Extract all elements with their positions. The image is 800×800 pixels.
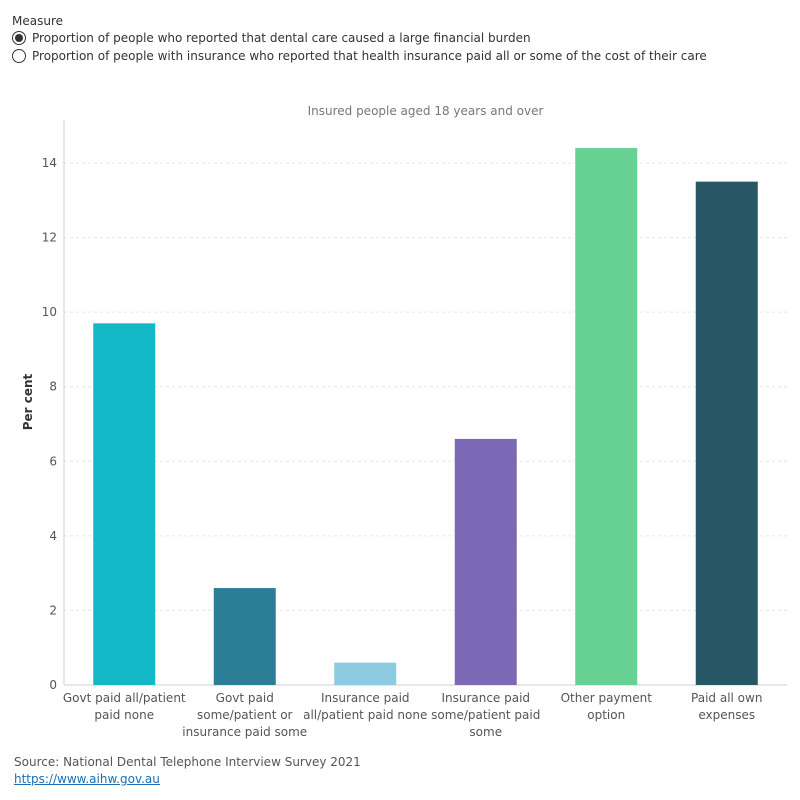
radio-unselected-icon[interactable] bbox=[12, 49, 26, 63]
x-tick-label: Govt paid bbox=[216, 691, 274, 705]
source-link[interactable]: https://www.aihw.gov.au bbox=[14, 772, 160, 786]
bar bbox=[695, 181, 758, 685]
x-tick-label: option bbox=[587, 708, 625, 722]
bar bbox=[454, 438, 517, 685]
x-tick-label: Insurance paid bbox=[321, 691, 410, 705]
measure-option-insurance-paid[interactable]: Proportion of people with insurance who … bbox=[12, 49, 707, 63]
measure-title: Measure bbox=[12, 14, 63, 28]
y-tick-label: 4 bbox=[49, 529, 57, 543]
bar bbox=[575, 148, 638, 686]
y-tick-label: 8 bbox=[49, 380, 57, 394]
bar bbox=[93, 323, 156, 685]
measure-option-financial-burden[interactable]: Proportion of people who reported that d… bbox=[12, 31, 531, 45]
measure-option-label: Proportion of people with insurance who … bbox=[32, 49, 707, 63]
x-tick-label: some bbox=[469, 725, 502, 739]
y-axis-label: Per cent bbox=[21, 373, 35, 430]
source-note: Source: National Dental Telephone Interv… bbox=[14, 755, 361, 769]
x-tick-label: insurance paid some bbox=[182, 725, 307, 739]
x-tick-label: Paid all own bbox=[691, 691, 762, 705]
x-tick-label: Insurance paid bbox=[441, 691, 530, 705]
y-tick-label: 6 bbox=[49, 454, 57, 468]
measure-option-label: Proportion of people who reported that d… bbox=[32, 31, 531, 45]
x-tick-label: all/patient paid none bbox=[303, 708, 427, 722]
y-tick-label: 14 bbox=[42, 156, 57, 170]
bar bbox=[334, 662, 397, 685]
y-tick-label: 12 bbox=[42, 231, 57, 245]
x-tick-label: Other payment bbox=[561, 691, 653, 705]
radio-selected-icon[interactable] bbox=[12, 31, 26, 45]
x-tick-label: expenses bbox=[698, 708, 755, 722]
x-tick-label: some/patient or bbox=[197, 708, 293, 722]
y-tick-label: 10 bbox=[42, 305, 57, 319]
y-tick-label: 0 bbox=[49, 678, 57, 692]
x-tick-label: some/patient paid bbox=[431, 708, 540, 722]
bar bbox=[213, 588, 276, 685]
y-tick-label: 2 bbox=[49, 603, 57, 617]
x-tick-label: Govt paid all/patient bbox=[63, 691, 186, 705]
x-tick-label: paid none bbox=[94, 708, 154, 722]
bar-chart: Insured people aged 18 years and over 0 2 4… bbox=[21, 104, 787, 739]
chart-title: Insured people aged 18 years and over bbox=[308, 104, 544, 118]
